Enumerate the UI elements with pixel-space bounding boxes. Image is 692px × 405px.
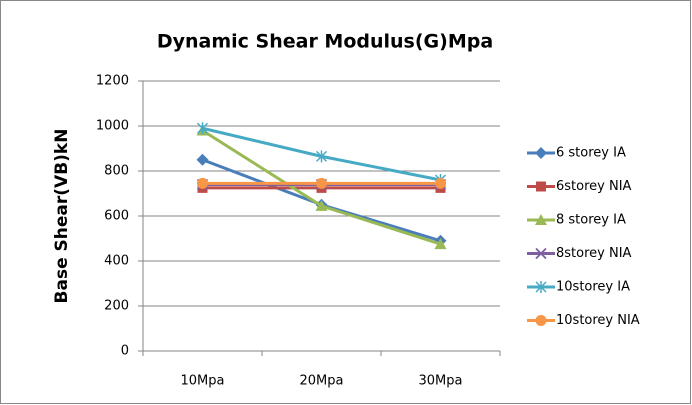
x-tick-label: 20Mpa [300, 374, 344, 389]
y-tick-label: 0 [121, 344, 129, 359]
marker [196, 122, 209, 135]
y-tick-label: 600 [104, 209, 129, 224]
marker [535, 247, 547, 260]
marker [434, 238, 447, 250]
y-tick-label: 800 [104, 164, 129, 179]
y-tick-label: 1000 [96, 119, 129, 134]
x-tick-label: 30Mpa [419, 374, 463, 389]
legend-label: 8storey NIA [556, 246, 632, 261]
y-axis-label: Base Shear(VB)kN [52, 129, 72, 304]
legend-label: 10storey IA [556, 280, 630, 295]
marker [535, 315, 547, 326]
legend-label: 6storey NIA [556, 179, 632, 194]
legend-label: 6 storey IA [556, 146, 626, 161]
marker [315, 150, 328, 163]
chart-title: Dynamic Shear Modulus(G)Mpa [157, 31, 493, 53]
marker [435, 177, 446, 189]
marker [196, 153, 209, 166]
legend-label: 8 storey IA [556, 213, 626, 228]
marker [197, 177, 208, 189]
marker [535, 281, 547, 293]
legend-label: 10storey NIA [556, 313, 640, 328]
y-tick-label: 400 [104, 254, 129, 269]
marker [535, 147, 547, 159]
y-tick-label: 200 [104, 299, 129, 314]
marker [315, 199, 328, 211]
y-tick-label: 1200 [96, 74, 129, 89]
marker [536, 181, 546, 192]
marker [535, 214, 547, 225]
marker [316, 177, 327, 189]
x-tick-label: 10Mpa [181, 374, 225, 389]
